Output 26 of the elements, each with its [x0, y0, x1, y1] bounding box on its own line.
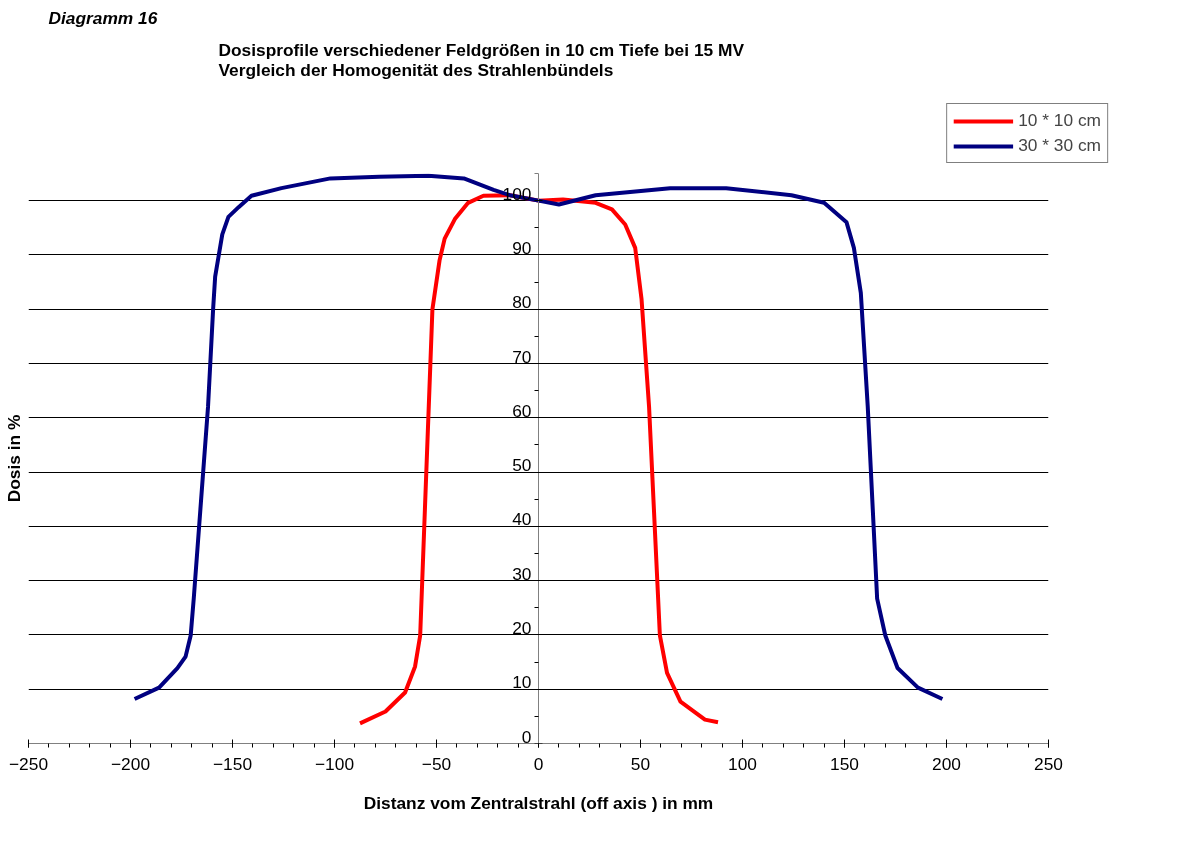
y-axis-title: Dosis in % [3, 414, 24, 503]
y-tick-label: 20 [512, 617, 532, 638]
y-tick-label: 60 [512, 400, 532, 421]
y-tick-label: 70 [512, 346, 532, 367]
y-tick-label: 80 [512, 292, 532, 313]
x-tick-label: 50 [630, 753, 651, 774]
y-tick-label: 90 [512, 237, 532, 258]
chart-subtitle: Dosisprofile verschiedener Feldgrößen in 10 cm Tiefe bei 15 MV Vergleich der Homogenität des Strahlenbündels [218, 39, 745, 80]
x-tick-label: 250 [1034, 753, 1063, 774]
x-tick-label: −250 [8, 753, 49, 774]
y-tick-label: 50 [512, 455, 532, 476]
x-tick-label: 200 [932, 753, 961, 774]
y-tick-label: 30 [512, 563, 532, 584]
x-tick-label: −200 [110, 753, 151, 774]
x-tick-label: −100 [314, 753, 355, 774]
x-tick-label: 100 [728, 753, 757, 774]
legend-label: 10 * 10 cm [1018, 110, 1101, 131]
x-tick-label: −150 [212, 753, 253, 774]
y-tick-label: 40 [512, 509, 532, 530]
y-tick-label: 0 [521, 726, 532, 747]
x-axis-title: Distanz vom Zentralstrahl (off axis ) in mm [363, 792, 714, 813]
x-tick-label: 150 [830, 753, 859, 774]
y-tick-label: 10 [512, 672, 532, 693]
x-tick-label: −50 [421, 753, 452, 774]
chart-title: Diagramm 16 [48, 7, 158, 28]
legend-label: 30 * 30 cm [1018, 135, 1101, 156]
